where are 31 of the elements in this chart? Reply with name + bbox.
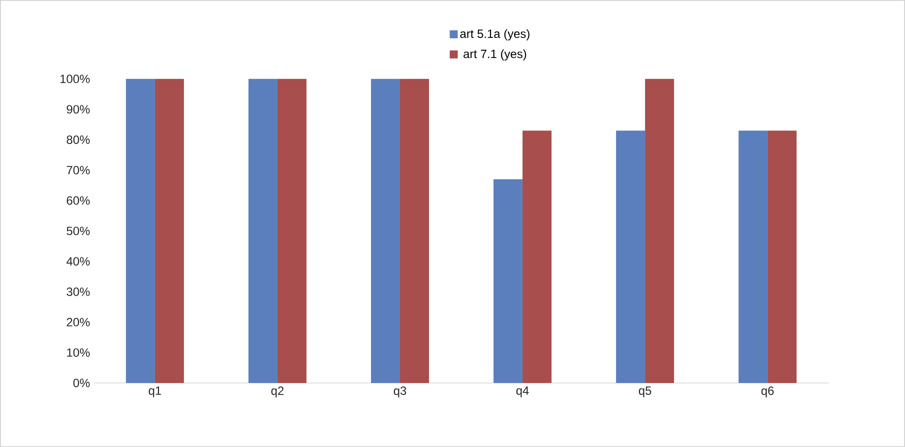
x-tick-label: q6	[761, 386, 774, 398]
y-tick-label: 30%	[66, 288, 90, 296]
legend-label: art 7.1 (yes)	[464, 49, 526, 61]
bar	[126, 78, 155, 384]
bar	[645, 78, 674, 384]
bar	[616, 130, 646, 384]
bar	[494, 179, 523, 384]
x-tick-label: q3	[394, 386, 406, 398]
bar	[400, 78, 429, 384]
x-tick-label: q2	[271, 386, 284, 398]
y-tick-label: 20%	[66, 318, 90, 326]
bar	[154, 78, 184, 384]
y-tick-label: 100%	[60, 74, 90, 84]
y-tick-label: 60%	[66, 196, 90, 205]
y-tick-label: 40%	[66, 257, 90, 266]
x-tick-label: q4	[516, 386, 529, 398]
legend-label: art 5.1a (yes)	[460, 29, 530, 40]
bar	[768, 130, 797, 384]
y-tick-label: 80%	[66, 136, 90, 144]
y-tick-label: 0%	[73, 378, 90, 388]
x-tick-label: q5	[638, 386, 652, 398]
bar	[522, 130, 552, 384]
y-tick-label: 90%	[66, 105, 90, 114]
bar	[370, 78, 400, 384]
bar	[277, 78, 306, 384]
y-tick-label: 50%	[66, 226, 90, 236]
bar	[248, 78, 278, 384]
bar	[738, 130, 768, 384]
y-tick-label: 70%	[66, 166, 90, 174]
x-tick-label: q1	[148, 386, 161, 398]
y-tick-label: 10%	[67, 348, 90, 357]
